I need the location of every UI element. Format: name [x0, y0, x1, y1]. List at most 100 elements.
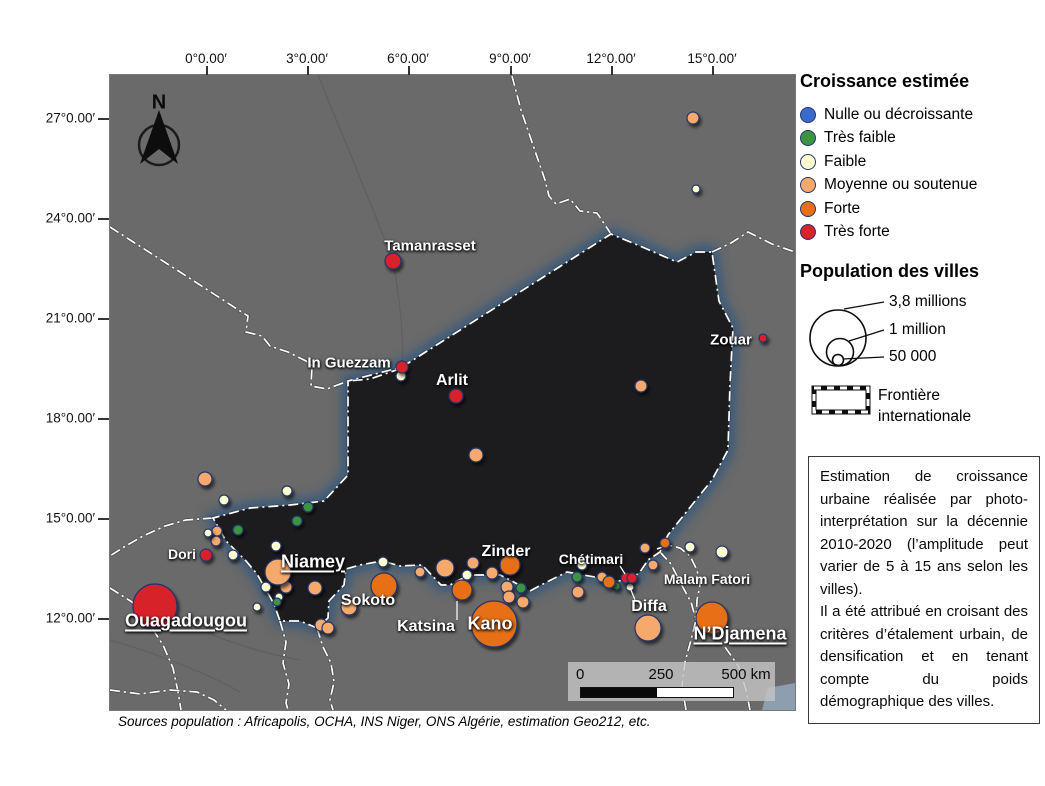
latitude-tick-label: 12°0.00′	[45, 610, 95, 626]
scale-label-0: 0	[576, 666, 585, 683]
city-dot-ouagadougou	[132, 583, 178, 629]
road-line	[392, 260, 404, 368]
international-border	[511, 75, 612, 235]
longitude-tick-mark	[307, 66, 309, 75]
scale-label-250: 250	[648, 666, 674, 683]
growth-legend-item-tres_forte: Très forte	[800, 221, 977, 245]
scale-bar-segments	[580, 687, 734, 698]
sources-note: Sources population : Africapolis, OCHA, …	[118, 714, 651, 729]
city-label-katsina: Katsina	[397, 618, 455, 635]
longitude-tick-label: 9°0.00′	[489, 51, 531, 66]
border-casing	[110, 516, 214, 558]
growth-legend-label: Très faible	[824, 129, 896, 147]
city-dot-sokoto	[370, 572, 398, 600]
town-dot-moyenne	[639, 542, 651, 554]
town-dot-moyenne	[686, 111, 700, 125]
town-dot-moyenne	[634, 379, 648, 393]
border-casing	[510, 75, 613, 235]
city-dot-niamey	[264, 558, 292, 586]
city-label-n-djamena: N’Djamena	[693, 623, 787, 644]
town-dot-tres_faible	[291, 515, 303, 527]
town-dot-tres_faible	[272, 597, 282, 607]
city-dot-katsina	[451, 579, 473, 601]
growth-legend-label: Forte	[824, 199, 861, 217]
growth-legend-item-moyenne: Moyenne ou soutenue	[800, 174, 977, 198]
latitude-tick-label: 15°0.00′	[45, 510, 95, 526]
town-dot-moyenne	[197, 471, 213, 487]
city-label-malam-fatori: Malam Fatori	[663, 571, 751, 587]
growth-legend-label: Nulle ou décroissante	[824, 105, 974, 123]
latitude-tick-label: 18°0.00′	[45, 410, 95, 426]
international-border	[316, 627, 335, 710]
longitude-tick-label: 6°0.00′	[387, 51, 429, 66]
town-dot-moyenne	[647, 559, 659, 571]
town-dot-moyenne	[516, 595, 530, 609]
latitude-tick-mark	[98, 418, 109, 420]
longitude-tick-label: 0°0.00′	[185, 51, 227, 66]
forte-color-swatch	[800, 200, 816, 217]
city-label-niamey: Niamey	[280, 551, 346, 572]
town-dot-moyenne	[571, 585, 585, 599]
longitude-tick-label: 15°0.00′	[687, 51, 737, 66]
town-dot-faible	[576, 559, 588, 571]
international-border	[659, 551, 697, 710]
city-label-arlit: Arlit	[436, 372, 468, 389]
population-size-label-large: 3,8 millions	[889, 293, 967, 310]
city-label-ouagadougou: Ouagadougou	[125, 610, 247, 631]
leader-line	[630, 589, 636, 601]
moyenne-color-swatch	[800, 177, 816, 194]
town-dot-moyenne	[485, 566, 499, 580]
town-dot-moyenne	[468, 447, 484, 463]
town-dot-moyenne	[502, 590, 516, 604]
town-dot-faible	[377, 556, 389, 568]
town-dot-moyenne	[211, 525, 223, 537]
growth-legend-title: Croissance estimée	[800, 71, 970, 91]
town-dot-faible	[684, 541, 696, 553]
city-dots-layer	[132, 111, 768, 648]
town-dot-moyenne	[307, 580, 323, 596]
city-label-dori: Dori	[168, 546, 196, 562]
city-label-in-guezzam: In Guezzam	[307, 354, 391, 372]
town-dot-faible	[260, 581, 272, 593]
longitude-tick-mark	[408, 66, 410, 75]
town-dot-faible	[461, 569, 473, 581]
town-dot-faible	[625, 582, 635, 592]
international-border	[656, 544, 701, 621]
town-dot-tres_faible	[232, 524, 244, 536]
town-dot-moyenne	[466, 556, 480, 570]
population-circles-diagram	[809, 301, 885, 367]
road-line	[317, 75, 394, 262]
methodology-note-p1: Estimation de croissance urbaine réalisé…	[820, 468, 1028, 598]
latitude-tick-label: 21°0.00′	[45, 310, 95, 326]
city-dot-dori	[199, 548, 213, 562]
international-border	[110, 226, 403, 390]
latitude-tick-mark	[98, 118, 109, 120]
city-dot-kano	[470, 600, 518, 648]
north-arrow-icon	[137, 110, 181, 167]
longitude-tick-mark	[206, 66, 208, 75]
leader-line	[619, 565, 626, 575]
international-border	[711, 231, 795, 253]
growth-legend-list: Nulle ou décroissante Très faible Faible Mo…	[800, 103, 977, 244]
growth-legend-item-forte: Forte	[800, 197, 977, 221]
niger-polygon	[213, 234, 733, 628]
town-dot-faible	[252, 602, 262, 612]
map-graphics	[110, 75, 795, 710]
city-dot-tamanrasset	[384, 252, 402, 270]
city-label-zouar: Zouar	[710, 331, 752, 349]
town-dot-moyenne	[321, 621, 335, 635]
latitude-tick-mark	[98, 218, 109, 220]
growth-legend-label: Très forte	[824, 223, 890, 241]
town-dot-faible	[281, 485, 293, 497]
methodology-note: Estimation de croissance urbaine réalisé…	[808, 456, 1040, 724]
town-dot-moyenne	[340, 598, 358, 616]
city-dot-in-guezzam	[395, 360, 409, 374]
frontier-symbol	[811, 385, 871, 415]
faible-color-swatch	[800, 153, 816, 170]
label-leader-lines	[456, 565, 636, 620]
town-dot-moyenne	[435, 558, 455, 578]
city-dot-n-djamena	[695, 601, 729, 635]
city-label-diffa: Diffa	[631, 598, 667, 615]
town-dot-faible	[218, 494, 230, 506]
latitude-tick-mark	[98, 318, 109, 320]
